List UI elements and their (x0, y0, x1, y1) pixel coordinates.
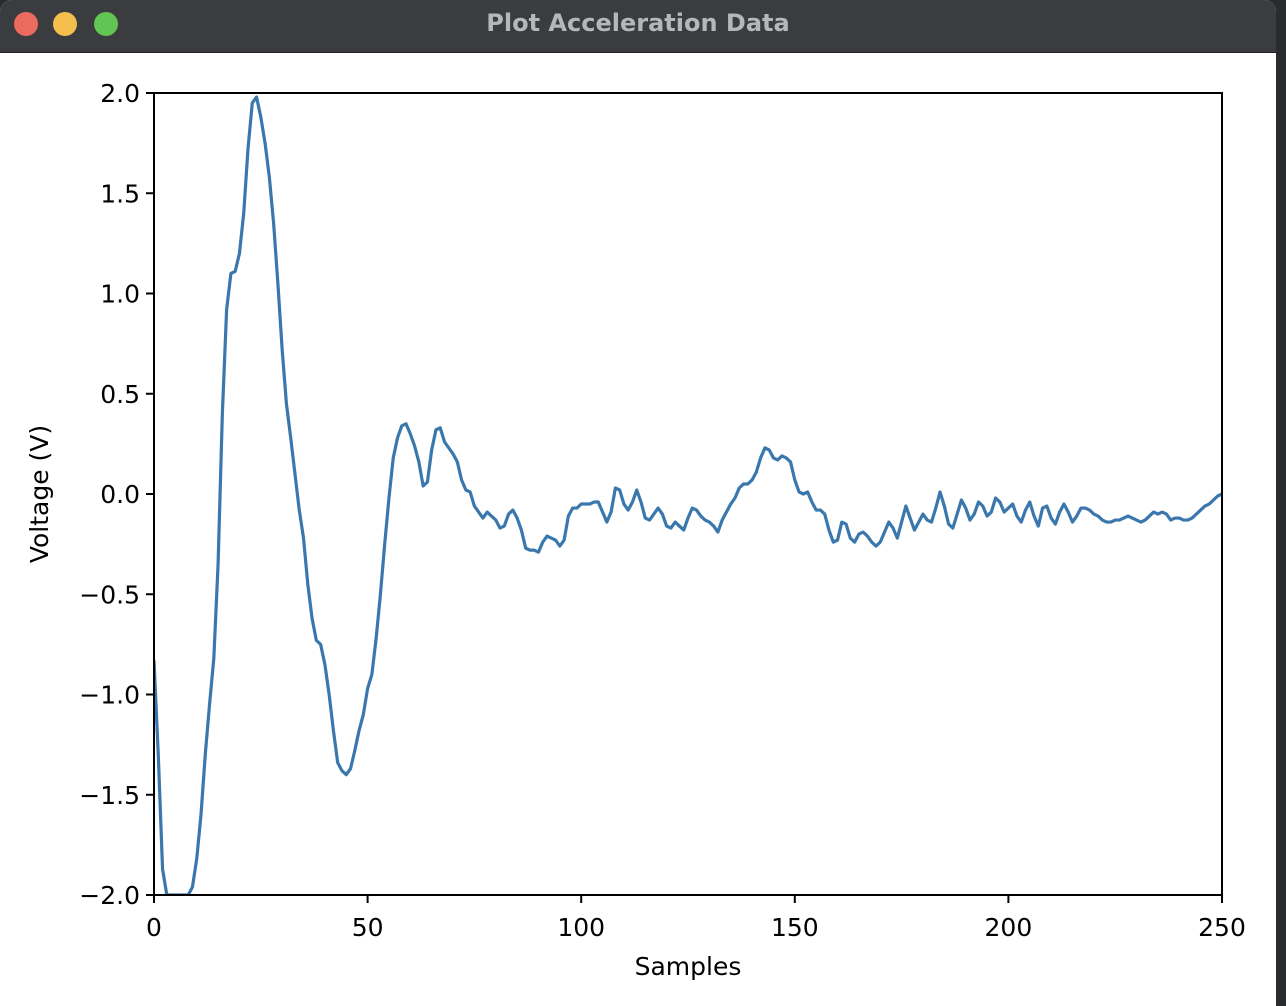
y-tick-label: 2.0 (100, 79, 140, 108)
x-tick-label: 200 (985, 913, 1033, 942)
y-tick-label: 0.0 (100, 480, 140, 509)
window-title: Plot Acceleration Data (486, 9, 790, 37)
maximize-window-button[interactable] (94, 12, 118, 36)
y-tick-label: 1.0 (100, 280, 140, 309)
background-window-edge (1276, 0, 1286, 1006)
series-line-0 (154, 95, 1222, 895)
y-tick-label: 0.5 (100, 380, 140, 409)
y-tick-label: −0.5 (79, 580, 140, 609)
y-tick-label: 1.5 (100, 179, 140, 208)
x-tick-label: 100 (557, 913, 605, 942)
x-axis: 0 50 100 150 200 250 (146, 895, 1246, 942)
plot-area (154, 95, 1222, 895)
minimize-window-button[interactable] (53, 12, 77, 36)
figure-canvas: 0 50 100 150 200 250 2.0 1.5 1.0 0.5 0.0 −0.5 −1.0 −… (0, 53, 1276, 1006)
x-tick-label: 250 (1198, 913, 1246, 942)
figure-background (0, 53, 1276, 1006)
y-axis: 2.0 1.5 1.0 0.5 0.0 −0.5 −1.0 −1.5 −2.0 (79, 79, 154, 910)
y-tick-label: −1.5 (79, 781, 140, 810)
title-bar[interactable]: Plot Acceleration Data (0, 0, 1276, 53)
close-window-button[interactable] (14, 12, 38, 36)
y-axis-label: Voltage (V) (25, 425, 54, 563)
x-tick-label: 0 (146, 913, 162, 942)
x-axis-label: Samples (635, 952, 742, 981)
x-tick-label: 50 (352, 913, 384, 942)
x-tick-label: 150 (771, 913, 819, 942)
y-tick-label: −2.0 (79, 881, 140, 910)
y-tick-label: −1.0 (79, 681, 140, 710)
